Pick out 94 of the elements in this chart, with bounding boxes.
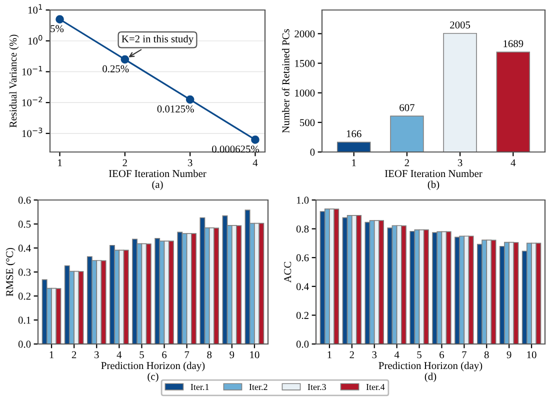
x-tick-label: 9 bbox=[506, 351, 512, 358]
x-tick-label: 3 bbox=[458, 159, 462, 166]
y-tick-label: 1.0 bbox=[296, 196, 309, 204]
text: (d) bbox=[424, 372, 436, 382]
text: (c) bbox=[148, 372, 158, 382]
bar bbox=[168, 240, 174, 344]
x-tick-label: 10 bbox=[250, 351, 260, 358]
x-tick-label: 6 bbox=[440, 351, 444, 358]
y-axis-title: ACC bbox=[284, 262, 292, 283]
text: (b) bbox=[428, 180, 440, 190]
bar bbox=[468, 236, 474, 344]
y-tick-label: 0.6 bbox=[296, 254, 309, 262]
x-tick-label: 1 bbox=[328, 351, 332, 358]
x-tick-label: 2 bbox=[350, 351, 354, 358]
x-tick-label: 2 bbox=[72, 351, 76, 358]
bar bbox=[123, 250, 129, 344]
data-label: 607 bbox=[400, 104, 414, 112]
bar bbox=[200, 217, 206, 344]
x-tick-label: 3 bbox=[94, 351, 99, 358]
y-tick-label: 1000 bbox=[295, 90, 315, 97]
y-tick-label: 0.8 bbox=[296, 225, 309, 233]
legend-label: Iter.3 bbox=[308, 384, 326, 390]
data-label: 0.25% bbox=[102, 65, 129, 72]
y-tick-label: 0.1 bbox=[18, 316, 30, 324]
y-tick-label: 0.2 bbox=[18, 292, 30, 300]
y-tick-label: 1500 bbox=[295, 60, 315, 67]
x-tick-label: 5 bbox=[417, 351, 422, 358]
x-tick-label: 5 bbox=[140, 351, 144, 358]
x-axis-title: IEOF Iteration Number bbox=[108, 170, 206, 178]
data-label: 0.0125% bbox=[157, 105, 194, 113]
x-axis-title: Prediction Horizon (day) bbox=[101, 362, 205, 372]
y-tick-label: 0.4 bbox=[18, 244, 31, 252]
x-tick-label: 7 bbox=[184, 351, 190, 358]
y-tick-label: 0.2 bbox=[296, 312, 308, 319]
x-tick-label: 4 bbox=[252, 159, 258, 166]
x-tick-label: 8 bbox=[207, 351, 212, 358]
bar bbox=[387, 228, 393, 344]
data-label: 0.000625% bbox=[212, 146, 260, 153]
x-tick-label: 1 bbox=[50, 351, 54, 358]
bar bbox=[446, 231, 452, 344]
legend-label: Iter.2 bbox=[249, 384, 268, 390]
y-tick-label: 10$^{−1}$ bbox=[22, 66, 42, 76]
y-tick-label: 500 bbox=[300, 119, 315, 126]
bar bbox=[390, 116, 424, 152]
point bbox=[120, 55, 130, 64]
x-tick-label: 4 bbox=[394, 351, 400, 358]
data-label: 1689 bbox=[504, 40, 524, 48]
bar bbox=[423, 229, 429, 344]
x-tick-label: 4 bbox=[116, 351, 122, 358]
y-tick-label: 0.6 bbox=[18, 196, 31, 204]
text: (a) bbox=[152, 180, 163, 190]
point bbox=[186, 95, 194, 104]
y-tick-label: 0.3 bbox=[18, 268, 31, 276]
y-tick-label: 10$^{1}$ bbox=[28, 4, 42, 14]
y-axis-title: Number of Retained PCs bbox=[282, 29, 290, 133]
data-label: 2005 bbox=[450, 21, 470, 28]
data-label: 5% bbox=[50, 25, 64, 32]
x-tick-label: 4 bbox=[510, 159, 516, 166]
x-tick-label: 3 bbox=[372, 351, 377, 358]
point bbox=[56, 15, 64, 24]
x-tick-label: 1 bbox=[352, 159, 356, 166]
y-tick-label: 0.0 bbox=[296, 340, 309, 348]
y-tick-label: 0.0 bbox=[18, 340, 31, 348]
y-tick-label: 10$^{0}$ bbox=[28, 35, 42, 45]
y-tick-label: 0.4 bbox=[296, 283, 309, 290]
legend-label: Iter.4 bbox=[366, 384, 385, 390]
y-tick-label: 0 bbox=[310, 148, 315, 156]
legend-label: Iter.1 bbox=[190, 384, 209, 390]
bar bbox=[146, 244, 152, 344]
x-tick-label: 10 bbox=[527, 351, 536, 358]
x-axis-title: IEOF Iteration Number bbox=[384, 170, 482, 178]
y-axis-title: Residual Variance (%) bbox=[9, 34, 19, 128]
data-label: 166 bbox=[346, 130, 362, 138]
bar bbox=[496, 52, 530, 152]
y-tick-label: 0.5 bbox=[18, 220, 31, 228]
x-tick-label: 9 bbox=[230, 351, 234, 358]
point bbox=[251, 136, 260, 144]
bar bbox=[410, 230, 416, 344]
y-tick-label: 2000 bbox=[294, 30, 315, 38]
x-tick-label: 2 bbox=[404, 159, 409, 166]
bar bbox=[443, 32, 477, 152]
x-tick-label: 7 bbox=[462, 351, 466, 358]
x-axis-title: Prediction Horizon (day) bbox=[378, 362, 482, 372]
y-axis-title: RMSE (°C) bbox=[6, 248, 16, 296]
annotation: K=2 in this study bbox=[122, 35, 194, 45]
bar bbox=[177, 232, 183, 344]
x-tick-label: 2 bbox=[122, 159, 127, 166]
x-tick-label: 8 bbox=[484, 351, 489, 358]
x-tick-label: 6 bbox=[162, 351, 167, 358]
x-tick-label: 1 bbox=[58, 159, 62, 166]
bar bbox=[336, 142, 371, 152]
x-tick-label: 3 bbox=[188, 159, 192, 166]
y-tick-label: 10$^{−3}$ bbox=[22, 128, 42, 138]
y-tick-label: 10$^{−2}$ bbox=[22, 96, 42, 106]
